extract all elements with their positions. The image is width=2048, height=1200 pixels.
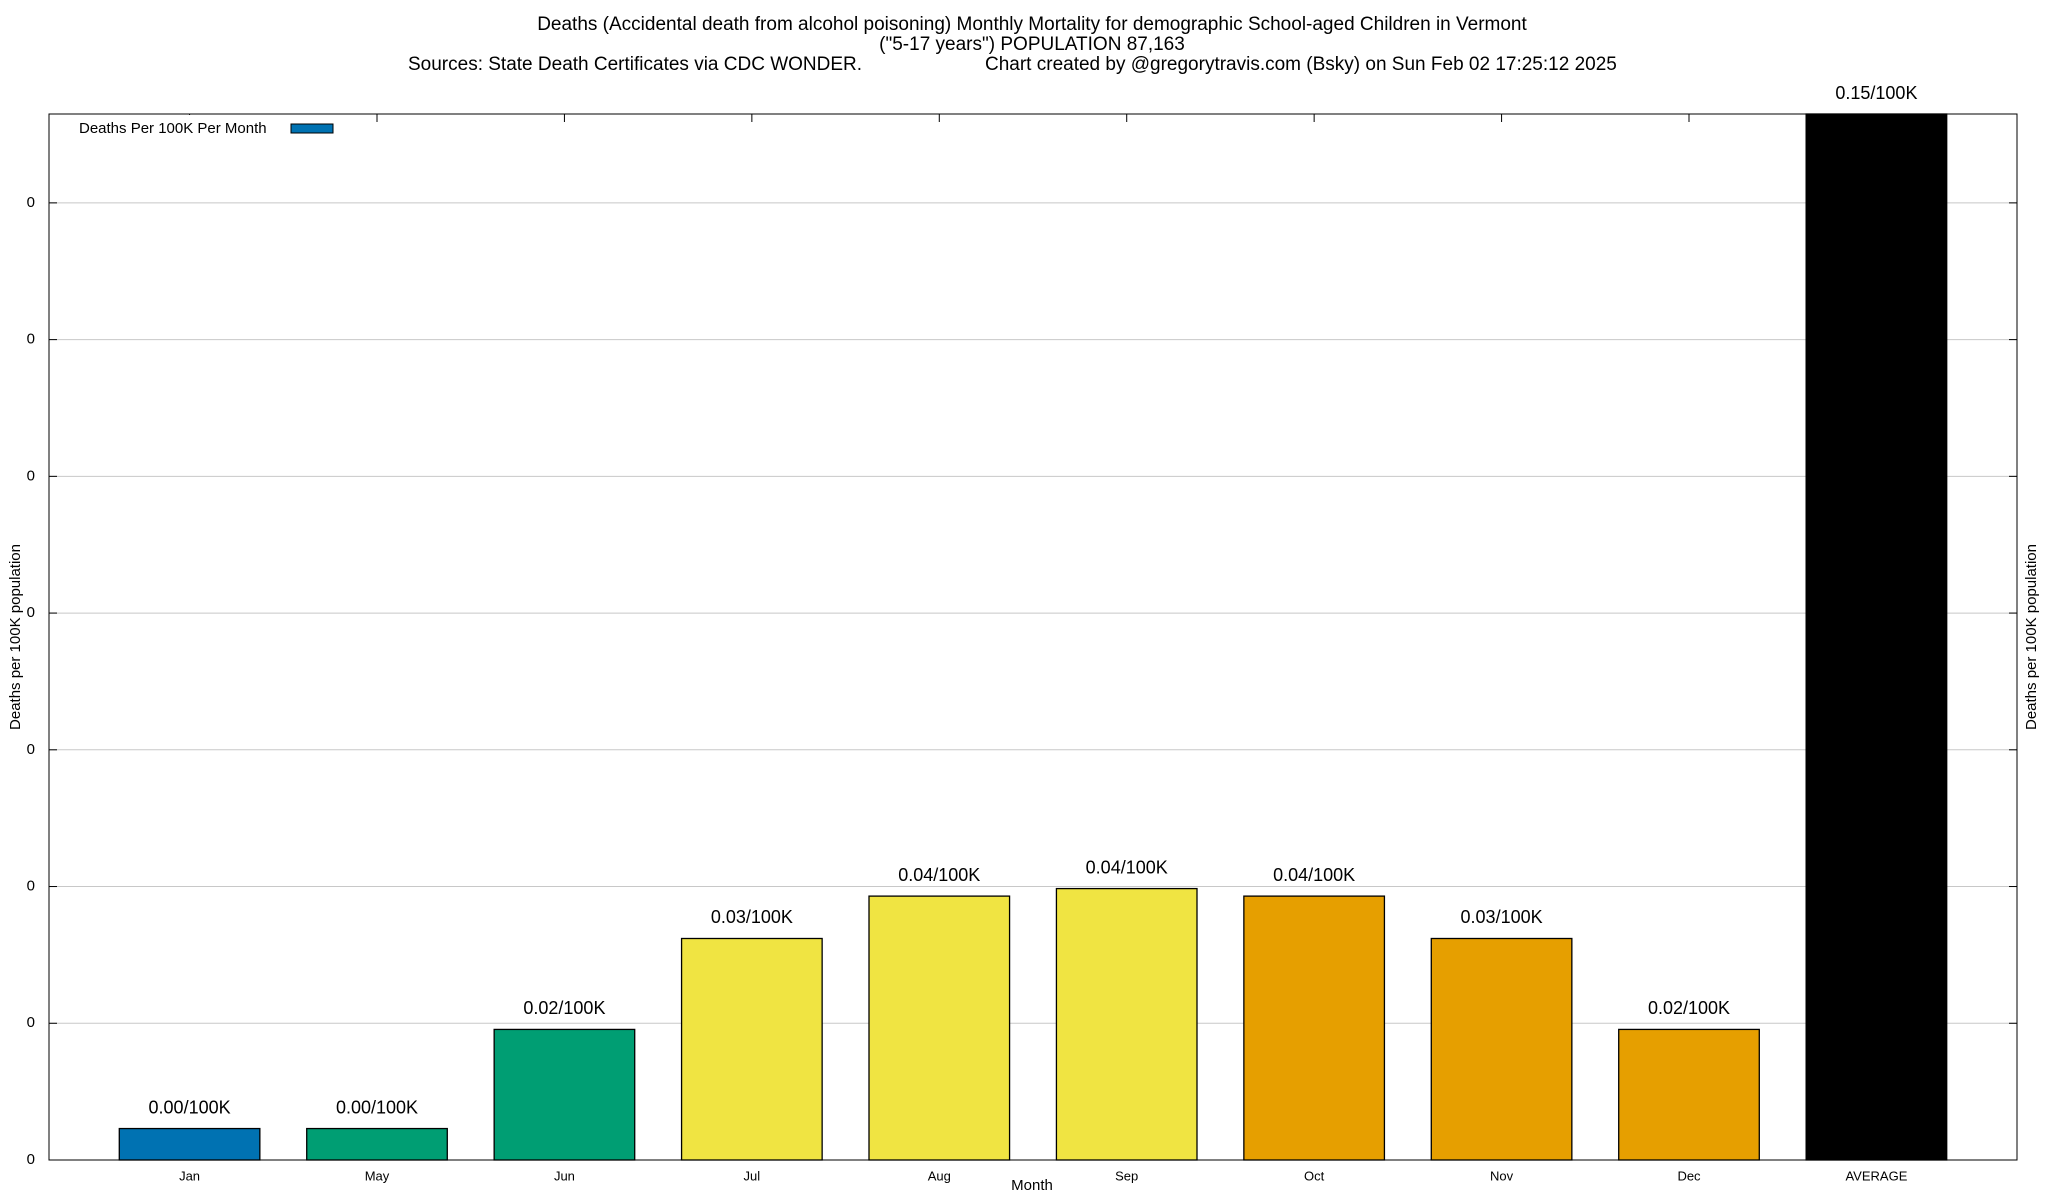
value-label: 0.04/100K — [1273, 865, 1355, 885]
bar — [1805, 113, 1948, 1161]
y-tick-label: 0 — [27, 741, 35, 758]
x-axis-label: Month — [1011, 1177, 1053, 1194]
x-tick-label: May — [365, 1168, 390, 1183]
x-tick-label: Nov — [1490, 1168, 1514, 1183]
y-tick-label: 0 — [27, 194, 35, 211]
value-label: 0.02/100K — [1648, 998, 1730, 1018]
bar — [306, 1127, 448, 1161]
value-label: 0.00/100K — [149, 1097, 231, 1117]
x-tick-label: Sep — [1115, 1168, 1138, 1183]
x-tick-label: Aug — [928, 1168, 951, 1183]
chart-subtitle: ("5-17 years") POPULATION 87,163 — [879, 34, 1185, 55]
y-axis-label: Deaths per 100K population — [7, 544, 24, 730]
legend-label: Deaths Per 100K Per Month — [79, 120, 267, 137]
value-label: 0.04/100K — [1086, 857, 1168, 877]
value-label: 0.03/100K — [711, 907, 793, 927]
value-label: 0.15/100K — [1835, 83, 1917, 103]
bar — [868, 895, 1011, 1161]
x-tick-label: Jan — [179, 1168, 200, 1183]
x-tick-label: Jul — [744, 1168, 761, 1183]
bar — [1618, 1028, 1760, 1161]
sources: Sources: State Death Certificates via CD… — [408, 54, 862, 75]
bar — [493, 1028, 636, 1161]
value-label: 0.04/100K — [898, 865, 980, 885]
credit: Chart created by @gregorytravis.com (Bsk… — [985, 54, 1617, 75]
y-tick-label: 0 — [27, 1151, 35, 1168]
value-label: 0.00/100K — [336, 1097, 418, 1117]
x-tick-label: Oct — [1304, 1168, 1325, 1183]
bar — [1055, 887, 1198, 1161]
plot-frame — [48, 113, 2018, 1161]
y-tick-label: 0 — [27, 604, 35, 621]
y2-axis-label: Deaths per 100K population — [2023, 544, 2040, 730]
bar — [1430, 937, 1573, 1161]
bar — [118, 1127, 261, 1161]
chart-title: Deaths (Accidental death from alcohol po… — [537, 14, 1527, 35]
value-label: 0.02/100K — [523, 998, 605, 1018]
x-tick-label: Dec — [1677, 1168, 1701, 1183]
value-label: 0.03/100K — [1461, 907, 1543, 927]
bar — [680, 937, 823, 1161]
y-tick-label: 0 — [27, 331, 35, 348]
legend-swatch — [290, 123, 334, 134]
y-tick-label: 0 — [27, 467, 35, 484]
y-tick-label: 0 — [27, 878, 35, 895]
x-tick-label: Jun — [554, 1168, 575, 1183]
y-tick-label: 0 — [27, 1014, 35, 1031]
bar — [1243, 895, 1386, 1161]
x-tick-label: AVERAGE — [1845, 1168, 1907, 1183]
